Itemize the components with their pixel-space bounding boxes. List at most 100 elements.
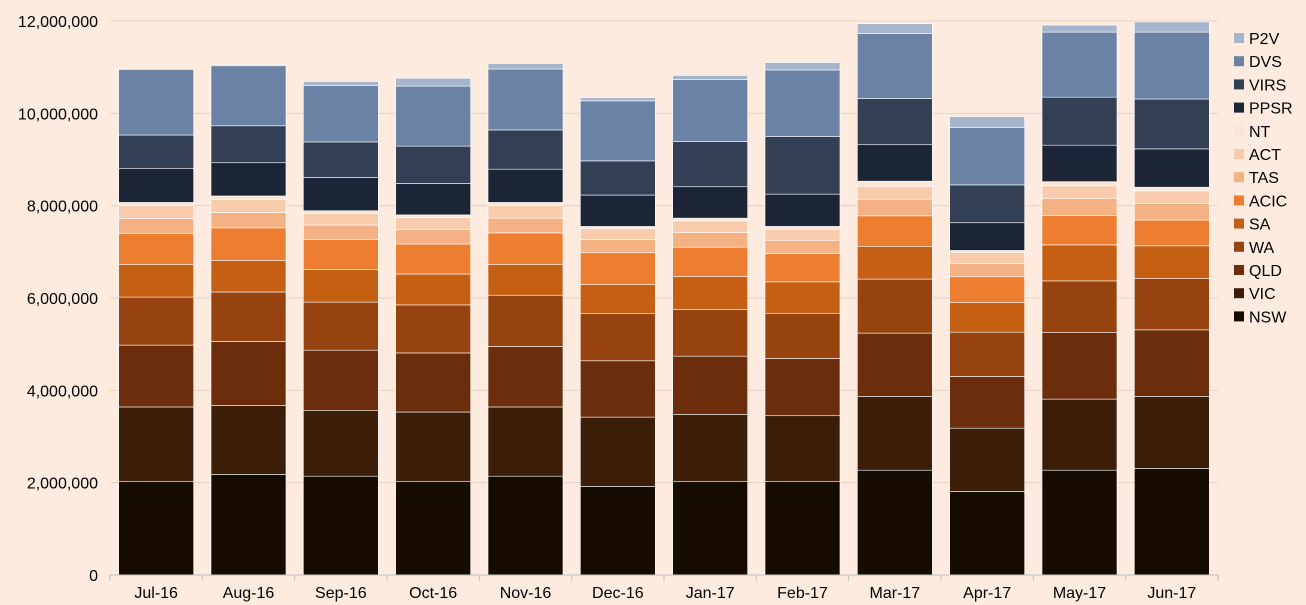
bar-segment-wa <box>672 309 748 357</box>
bar-segment-dvs <box>857 33 933 99</box>
legend-label: WA <box>1249 240 1275 257</box>
legend-swatch <box>1234 218 1244 229</box>
bar-segment-sa <box>672 276 748 310</box>
legend-item-qld: QLD <box>1234 263 1282 280</box>
bar-segment-nsw <box>580 486 656 576</box>
y-tick-label: 8,000,000 <box>27 199 98 216</box>
bar-segment-qld <box>857 332 933 397</box>
bar-segment-act <box>764 228 841 241</box>
bar-segment-acic <box>672 246 748 277</box>
bar-segment-ppsr <box>395 183 471 216</box>
bar-segment-wa <box>395 304 471 354</box>
bar-segment-ppsr <box>303 177 379 212</box>
bar-segment-p2v <box>1134 21 1210 33</box>
bar-segment-vic <box>210 405 287 475</box>
bar-segment-acic <box>303 239 379 270</box>
bar-segment-tas <box>487 217 564 234</box>
legend-swatch <box>1234 172 1244 183</box>
x-tick-label: Jul-16 <box>134 585 178 602</box>
bar-segment-nsw <box>1134 468 1210 576</box>
x-tick-label: Sep-16 <box>315 585 367 602</box>
bars-group <box>118 21 1210 576</box>
bar-segment-nt <box>118 202 194 206</box>
bar-stack-Jun-17 <box>1134 21 1210 576</box>
bar-segment-tas <box>857 198 933 217</box>
bar-segment-virs <box>857 98 933 146</box>
bar-segment-qld <box>1041 332 1118 400</box>
bar-segment-qld <box>1134 329 1210 397</box>
bar-segment-vic <box>487 406 564 477</box>
legend-swatch <box>1234 102 1244 113</box>
bar-segment-qld <box>210 341 287 406</box>
bar-segment-act <box>487 205 564 219</box>
x-tick-label: Oct-16 <box>409 585 457 602</box>
bar-segment-dvs <box>949 127 1025 186</box>
bar-segment-vic <box>303 410 379 477</box>
bar-segment-qld <box>395 352 471 413</box>
bar-segment-vic <box>949 427 1025 492</box>
bar-segment-acic <box>1134 219 1210 247</box>
y-tick-label: 10,000,000 <box>18 106 98 123</box>
bar-segment-wa <box>210 291 287 342</box>
bar-segment-p2v <box>764 62 841 71</box>
bar-segment-act <box>672 220 748 233</box>
bar-segment-sa <box>210 260 287 293</box>
bar-segment-act <box>1041 185 1118 199</box>
bar-segment-act <box>303 213 379 226</box>
bar-segment-sa <box>118 263 194 298</box>
bar-segment-nsw <box>857 469 933 576</box>
bar-segment-tas <box>672 232 748 248</box>
bar-segment-ppsr <box>764 193 841 227</box>
bar-segment-tas <box>1134 203 1210 221</box>
bar-segment-vic <box>580 416 656 487</box>
bar-segment-virs <box>210 125 287 164</box>
bar-segment-nt <box>1134 186 1210 192</box>
legend-label: QLD <box>1249 263 1282 280</box>
legend-swatch <box>1234 241 1244 252</box>
bar-segment-virs <box>1041 96 1118 146</box>
y-tick-label: 4,000,000 <box>27 383 98 400</box>
bar-segment-wa <box>1134 278 1210 331</box>
legend-swatch <box>1234 149 1244 159</box>
x-axis: Jul-16 Aug-16 Sep-16 Oct-16 Nov-16 Dec-16 Jan-… <box>109 574 1219 602</box>
bar-segment-vic <box>672 414 748 482</box>
bar-segment-vic <box>1041 398 1118 471</box>
bar-segment-acic <box>580 252 656 285</box>
legend-item-act: ACT <box>1234 147 1281 164</box>
y-tick-label: 0 <box>89 568 98 585</box>
bar-segment-p2v <box>857 23 933 34</box>
x-tick-label: Feb-17 <box>777 585 828 602</box>
bar-segment-virs <box>487 129 564 170</box>
bar-segment-wa <box>1041 280 1118 333</box>
bar-segment-nsw <box>672 480 748 576</box>
bar-segment-act <box>118 205 194 219</box>
bar-segment-sa <box>764 281 841 314</box>
bar-stack-Apr-17 <box>949 116 1025 576</box>
bar-segment-act <box>395 217 471 230</box>
bar-segment-qld <box>949 376 1025 429</box>
legend: P2V DVS VIRS PPSR NT ACT TAS ACIC SA WA QLD VIC NSW <box>1234 31 1293 326</box>
bar-segment-acic <box>395 243 471 275</box>
bar-segment-tas <box>1041 197 1118 216</box>
bar-segment-dvs <box>303 85 379 143</box>
y-tick-label: 6,000,000 <box>27 291 98 308</box>
bar-stack-Jan-17 <box>672 75 748 576</box>
bar-stack-May-17 <box>1041 24 1118 576</box>
bar-segment-nt <box>210 195 287 200</box>
bar-segment-act <box>1134 190 1210 204</box>
legend-label: NT <box>1249 124 1271 141</box>
legend-item-wa: WA <box>1234 240 1275 257</box>
bar-segment-acic <box>857 215 933 247</box>
bar-segment-tas <box>395 229 471 245</box>
bar-segment-virs <box>672 141 748 188</box>
bar-stack-Sep-16 <box>303 81 379 576</box>
bar-segment-virs <box>949 184 1025 224</box>
bar-segment-ppsr <box>580 194 656 227</box>
bar-segment-sa <box>303 269 379 303</box>
legend-item-acic: ACIC <box>1234 193 1287 210</box>
bar-segment-act <box>210 199 287 213</box>
bar-segment-dvs <box>1041 31 1118 98</box>
legend-swatch <box>1234 288 1244 299</box>
